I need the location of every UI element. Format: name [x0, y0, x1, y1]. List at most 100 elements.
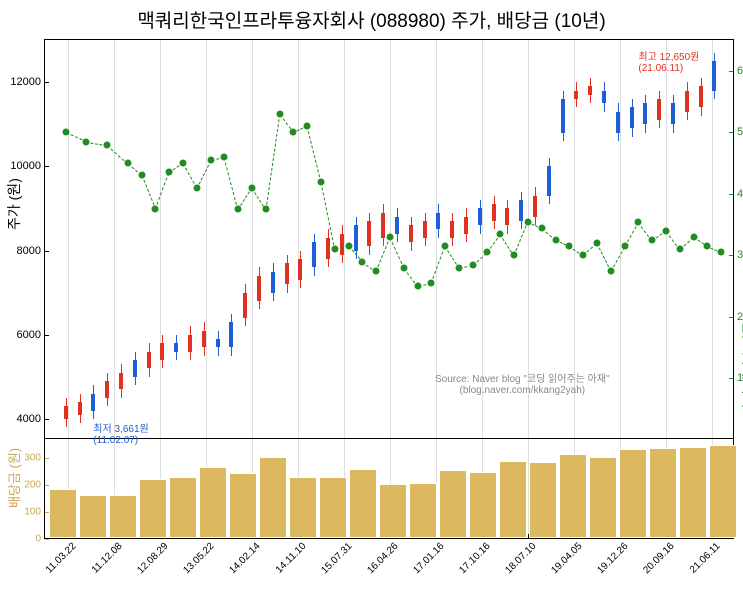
yield-point [497, 230, 504, 237]
dividend-bar [229, 473, 257, 538]
yield-point [607, 267, 614, 274]
yield-point [221, 153, 228, 160]
dividend-bar [79, 495, 107, 538]
chart-container: 맥쿼리한국인프라투융자회사 (088980) 주가, 배당금 (10년) 주가 … [0, 0, 743, 593]
dividend-bar [349, 469, 377, 538]
yield-point [718, 249, 725, 256]
yield-point [400, 264, 407, 271]
dividend-bar [529, 462, 557, 538]
x-tick-label: 11.03.22 [41, 538, 79, 576]
price-annotation: 최저 3,661원(11.02.07) [93, 420, 148, 446]
x-tick-label: 19.12.26 [592, 538, 630, 576]
y-tick-right: 3 [733, 249, 743, 261]
dividend-bar [49, 489, 77, 538]
yield-point [104, 141, 111, 148]
yield-point [387, 233, 394, 240]
x-tick-label: 21.06.11 [685, 538, 723, 576]
x-tick-label: 18.07.10 [500, 538, 538, 576]
yield-point [83, 138, 90, 145]
yield-point [62, 129, 69, 136]
x-tick-label: 14.11.10 [271, 538, 309, 576]
x-tick-label: 17.10.16 [454, 538, 492, 576]
y-tick-right: 4 [733, 188, 743, 200]
yield-point [676, 246, 683, 253]
yield-point [166, 169, 173, 176]
yield-point [621, 243, 628, 250]
y-tick-bar: 0 [35, 534, 45, 545]
y-tick-bar: 300 [24, 452, 45, 463]
dividend-bar [319, 477, 347, 538]
x-tick-label: 19.04.05 [546, 538, 584, 576]
yield-point [180, 160, 187, 167]
yield-point [193, 184, 200, 191]
dividend-bar [109, 495, 137, 539]
y-tick-bar: 100 [24, 506, 45, 517]
yield-point [373, 267, 380, 274]
y-tick-right: 1 [733, 372, 743, 384]
yield-point [483, 249, 490, 256]
dividend-bar [499, 461, 527, 538]
yield-point [318, 178, 325, 185]
x-tick-label: 14.02.14 [224, 538, 262, 576]
yield-point [276, 110, 283, 117]
yield-point [414, 283, 421, 290]
yield-point [262, 206, 269, 213]
y-tick-left: 6000 [17, 329, 45, 341]
x-tick-label: 12.08.29 [132, 538, 170, 576]
yield-point [538, 224, 545, 231]
yield-point [690, 233, 697, 240]
yield-point [635, 218, 642, 225]
dividend-bar [559, 454, 587, 538]
yield-point [331, 246, 338, 253]
dividend-bar [259, 457, 287, 538]
yield-point [359, 258, 366, 265]
y-axis-label-left: 주가 (원) [4, 178, 24, 230]
yield-point [304, 123, 311, 130]
yield-point [456, 264, 463, 271]
yield-point [152, 206, 159, 213]
sub-chart-area: 11.03.2211.12.0812.08.2913.05.2214.02.14… [44, 439, 734, 539]
x-tick-label: 13.05.22 [178, 538, 216, 576]
yield-point [663, 227, 670, 234]
chart-title: 맥쿼리한국인프라투융자회사 (088980) 주가, 배당금 (10년) [4, 4, 739, 35]
y-tick-left: 8000 [17, 245, 45, 257]
dividend-bar [469, 472, 497, 538]
yield-point [428, 280, 435, 287]
dividend-bar [679, 447, 707, 538]
yield-point [124, 160, 131, 167]
dividend-bar [199, 467, 227, 538]
x-tick-label: 15.07.31 [316, 538, 354, 576]
yield-point [552, 237, 559, 244]
yield-point [469, 261, 476, 268]
yield-point [649, 237, 656, 244]
dividend-bar [709, 445, 737, 538]
dividend-bar [379, 484, 407, 538]
y-tick-left: 4000 [17, 413, 45, 425]
main-chart-area: 4000600080001000012000123456최저 3,661원(11… [44, 39, 734, 439]
source-credit: Source: Naver blog "코딩 읽어주는 아재"(blog.nav… [435, 370, 610, 396]
yield-point [580, 252, 587, 259]
dividend-bar [409, 483, 437, 538]
x-tick-label: 11.12.08 [87, 538, 125, 576]
yield-point [442, 243, 449, 250]
y-tick-right: 6 [733, 65, 743, 77]
dividend-bar [649, 448, 677, 538]
y-tick-bar: 200 [24, 479, 45, 490]
y-tick-right: 2 [733, 311, 743, 323]
x-tick-label: 20.09.16 [638, 538, 676, 576]
yield-point [525, 218, 532, 225]
yield-point [207, 157, 214, 164]
y-tick-left: 12000 [10, 76, 45, 88]
yield-point [704, 243, 711, 250]
y-tick-left: 10000 [10, 160, 45, 172]
yield-point [511, 252, 518, 259]
dividend-bar [169, 477, 197, 538]
x-tick-label: 17.01.16 [408, 538, 446, 576]
yield-point [235, 206, 242, 213]
x-tick-label: 16.04.26 [362, 538, 400, 576]
dividend-bar [619, 449, 647, 538]
dividend-bar [589, 457, 617, 538]
yield-point [138, 172, 145, 179]
dividend-bar [289, 477, 317, 538]
price-annotation: 최고 12,650원(21.06.11) [638, 48, 699, 74]
